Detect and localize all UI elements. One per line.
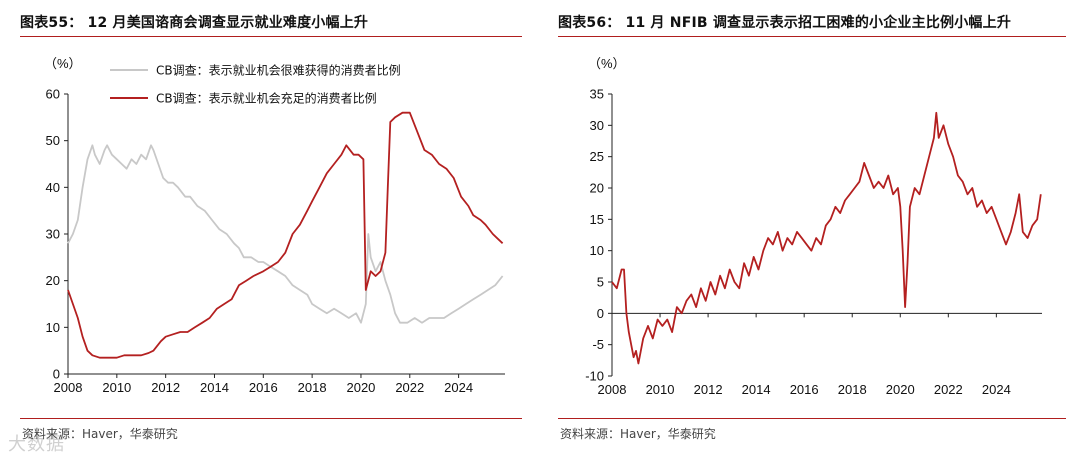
y-tick-label: 5 [597,275,604,290]
x-tick-label: 2016 [790,382,819,397]
x-tick-label: 2020 [886,382,915,397]
y-tick-label: 60 [46,87,60,102]
y-tick-label: 30 [46,227,60,242]
x-tick-label: 2024 [444,380,473,395]
y-tick-label: 0 [597,306,604,321]
line-chart-55: （%） 0 10 20 30 40 50 60 2008 2010 2012 2014 2016 2018… [44,56,505,395]
y-axis-unit: （%） [588,56,626,71]
source-rule [558,418,1066,419]
source-note: 资料来源：Haver，华泰研究 [22,427,178,441]
y-tick-label: 0 [53,367,60,382]
source-note: 资料来源：Haver，华泰研究 [560,427,716,441]
y-tick-label: 30 [590,118,604,133]
x-tick-label: 2012 [694,382,723,397]
y-tick-label: 10 [590,243,604,258]
chart-panel-55: 图表55： 12 月美国谘商会调查显示就业难度小幅上升 （%） 0 10 20 30 40… [0,0,530,462]
x-tick-label: 2020 [346,380,375,395]
y-tick-label: 20 [46,273,60,288]
x-tick-label: 2010 [102,380,131,395]
y-tick-label: 25 [590,149,604,164]
chart-title: 图表55： 12 月美国谘商会调查显示就业难度小幅上升 [20,15,369,31]
series-line-1 [67,144,504,324]
x-tick-label: 2022 [395,380,424,395]
series-line-1 [611,111,1042,365]
y-tick-label: -5 [592,337,604,352]
x-tick-label: 2014 [742,382,771,397]
y-tick-label: 15 [590,212,604,227]
source-rule [20,418,522,419]
title-rule [20,36,522,37]
chart-panel-56: 图表56： 11 月 NFIB 调查显示表示招工困难的小企业主比例小幅上升 （%… [548,0,1080,462]
x-tick-label: 2008 [598,382,627,397]
y-tick-label: 20 [590,181,604,196]
x-tick-label: 2014 [200,380,229,395]
x-tick-label: 2018 [298,380,327,395]
y-tick-label: -10 [585,369,604,384]
x-tick-label: 2024 [982,382,1011,397]
legend-entry: CB调查：表示就业机会充足的消费者比例 [156,91,377,106]
line-chart-56: （%） -10 -5 0 5 10 15 20 25 30 35 2008 2010 2012 2014 20… [585,56,1042,397]
x-tick-label: 2010 [646,382,675,397]
title-rule [558,36,1066,37]
legend-entry: CB调查：表示就业机会很难获得的消费者比例 [156,63,401,78]
y-axis-unit: （%） [44,56,82,71]
watermark: 大数据 [8,434,65,455]
y-tick-label: 10 [46,320,60,335]
chart-title: 图表56： 11 月 NFIB 调查显示表示招工困难的小企业主比例小幅上升 [558,15,1012,31]
y-tick-label: 50 [46,133,60,148]
x-tick-label: 2022 [934,382,963,397]
x-tick-label: 2012 [151,380,180,395]
series-line-2 [67,111,504,359]
x-tick-label: 2018 [838,382,867,397]
y-tick-label: 40 [46,180,60,195]
y-tick-label: 35 [590,87,604,102]
x-tick-label: 2016 [249,380,278,395]
x-tick-label: 2008 [54,380,83,395]
